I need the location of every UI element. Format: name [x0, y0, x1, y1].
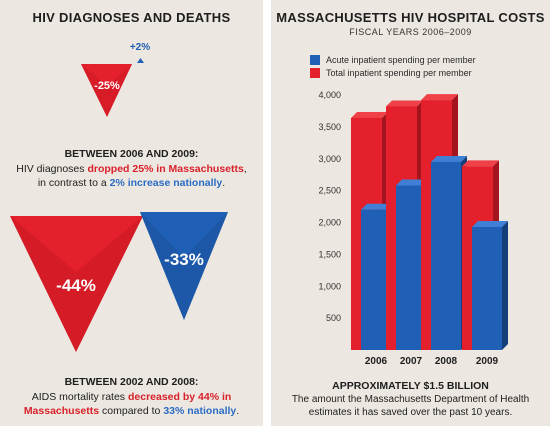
y-tick-label: 3,500 — [318, 122, 341, 132]
y-tick-label: 1,500 — [318, 249, 341, 259]
us-mortality-value: -33% — [164, 250, 204, 269]
savings-text: The amount the Massachusetts Department … — [271, 393, 550, 419]
left-panel-title: HIV DIAGNOSES AND DEATHS — [32, 10, 231, 25]
diagnoses-text: HIV diagnoses dropped 25% in Massachuset… — [16, 163, 247, 189]
savings-line-2: estimates it has saved over the past 10 … — [308, 407, 513, 418]
ma-diagnoses-triangle — [81, 64, 132, 117]
legend-item-acute: Acute inpatient spending per member — [310, 55, 476, 65]
bar-total-top — [462, 160, 499, 167]
mortality-text: AIDS mortality rates decreased by 44% in… — [23, 391, 240, 417]
y-tick-label: 3,000 — [318, 154, 341, 164]
us-mortality-triangle — [140, 212, 228, 320]
us-diagnoses-value: +2% — [129, 42, 151, 53]
hiv-diagnoses-deaths-panel: HIV DIAGNOSES AND DEATHS -25% +2% BETWEE… — [0, 0, 263, 426]
x-tick-label: 2006 — [365, 356, 388, 367]
x-tick-label: 2007 — [400, 356, 423, 367]
y-tick-label: 2,500 — [318, 186, 341, 196]
diagnoses-heading: BETWEEN 2006 AND 2009: — [64, 148, 199, 160]
bar-acute-top — [472, 220, 508, 227]
bar-total-top — [351, 111, 388, 118]
x-tick-label: 2008 — [435, 356, 458, 367]
y-tick-label: 4,000 — [318, 90, 341, 100]
savings-heading: APPROXIMATELY $1.5 BILLION — [332, 380, 489, 392]
us-diagnoses-arrow — [137, 58, 144, 63]
legend-label-acute: Acute inpatient spending per member — [326, 55, 476, 65]
right-panel-title: MASSACHUSETTS HIV HOSPITAL COSTS — [276, 10, 545, 25]
savings-line-1: The amount the Massachusetts Department … — [291, 394, 530, 405]
triangle-graphics — [10, 58, 228, 352]
legend-swatch-total — [310, 68, 320, 78]
bar-acute-top — [431, 155, 467, 162]
ma-diagnoses-value: -25% — [94, 80, 120, 92]
bar-total-top — [386, 100, 423, 107]
right-panel-subtitle: FISCAL YEARS 2006–2009 — [349, 27, 472, 37]
x-tick-label: 2009 — [476, 356, 499, 367]
costs-bar-chart: 500 1,000 1,500 2,000 2,500 3,000 3,500 4,000 20… — [318, 90, 508, 367]
y-tick-label: 1,000 — [318, 281, 341, 291]
y-tick-label: 2,000 — [318, 218, 341, 228]
bar-acute-side — [502, 220, 508, 350]
ma-mortality-value: -44% — [56, 276, 96, 295]
hospital-costs-panel: MASSACHUSETTS HIV HOSPITAL COSTS FISCAL … — [271, 0, 550, 426]
bar-acute-2008 — [431, 161, 461, 350]
y-tick-label: 500 — [326, 313, 341, 323]
mortality-heading: BETWEEN 2002 AND 2008: — [64, 376, 199, 388]
legend-item-total: Total inpatient spending per member — [310, 68, 472, 78]
legend-swatch-acute — [310, 55, 320, 65]
bar-total-top — [421, 94, 458, 101]
bar-acute-2009 — [472, 226, 502, 350]
legend-label-total: Total inpatient spending per member — [326, 68, 472, 78]
ma-mortality-triangle — [10, 216, 143, 352]
